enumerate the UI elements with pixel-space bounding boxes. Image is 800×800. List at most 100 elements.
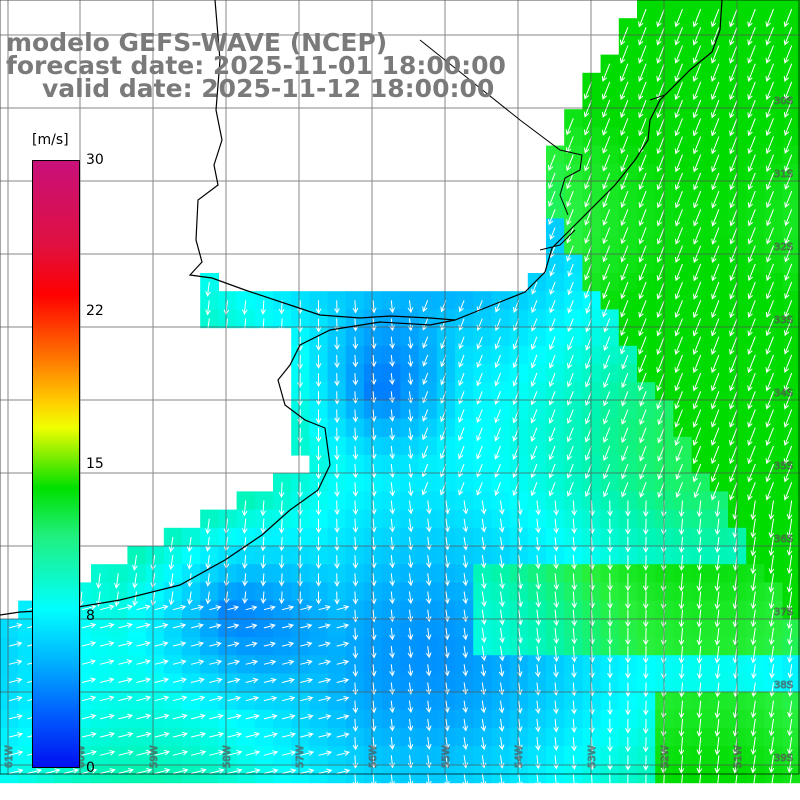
wind-arrow — [517, 591, 523, 608]
wind-arrow — [352, 464, 359, 479]
wind-arrow — [678, 591, 685, 610]
wind-arrow — [549, 281, 556, 295]
wind-arrow — [657, 427, 665, 444]
wind-arrow — [444, 555, 450, 569]
wind-arrow — [118, 731, 134, 738]
wind-arrow — [729, 136, 738, 155]
wind-arrow — [621, 354, 629, 370]
wind-arrow — [714, 737, 721, 756]
wind-arrow — [584, 209, 592, 226]
wind-arrow — [297, 536, 303, 552]
wind-arrow — [535, 773, 541, 788]
wind-arrow — [603, 463, 611, 480]
wind-arrow — [422, 300, 429, 313]
wind-arrow — [494, 372, 501, 387]
wind-arrow — [642, 536, 649, 553]
wind-arrow — [407, 718, 414, 732]
wind-arrow — [656, 27, 665, 46]
wind-arrow — [571, 718, 577, 733]
latitude-label: 39S — [774, 753, 793, 764]
wind-arrow — [783, 336, 793, 355]
wind-arrow — [136, 677, 151, 683]
wind-arrow — [696, 518, 703, 536]
wind-arrow — [787, 737, 793, 755]
wind-arrow — [602, 118, 611, 136]
wind-arrow — [674, 154, 683, 173]
wind-arrow — [8, 750, 24, 756]
wind-arrow — [227, 605, 240, 611]
wind-arrow — [678, 627, 685, 646]
wind-arrow — [620, 281, 629, 300]
wind-arrow — [530, 391, 538, 406]
wind-arrow — [584, 227, 592, 244]
wind-arrow — [132, 555, 138, 571]
wind-arrow — [625, 609, 631, 628]
wind-arrow — [620, 81, 629, 101]
title-valid-date: valid date: 2025-11-12 18:00:00 — [42, 74, 495, 103]
wind-arrow — [566, 409, 574, 425]
wind-arrow — [692, 8, 702, 28]
wind-arrow — [462, 591, 469, 605]
wind-arrow — [297, 354, 303, 370]
wind-arrow — [710, 63, 720, 82]
wind-arrow — [783, 45, 793, 64]
wind-arrow — [784, 190, 793, 208]
wind-arrow — [787, 664, 794, 679]
wind-arrow — [729, 190, 738, 209]
wind-arrow — [603, 372, 611, 388]
wind-arrow — [334, 409, 340, 424]
wind-arrow — [571, 627, 578, 645]
wind-arrow — [607, 591, 613, 609]
wind-arrow — [765, 99, 774, 119]
wind-arrow — [714, 500, 721, 518]
wind-arrow — [584, 281, 592, 299]
wind-arrow — [765, 427, 774, 446]
wind-arrow — [710, 81, 720, 101]
latitude-label: 36S — [774, 534, 793, 545]
wind-arrow — [494, 427, 501, 442]
wind-arrow — [625, 555, 631, 571]
wind-arrow — [458, 409, 465, 423]
wind-arrow — [678, 700, 685, 719]
map-frame — [0, 0, 800, 775]
wind-arrow — [549, 227, 556, 240]
wind-arrow — [750, 773, 757, 792]
wind-arrow — [530, 372, 538, 387]
wind-arrow — [750, 573, 757, 592]
wind-arrow — [765, 118, 774, 137]
wind-arrow — [190, 659, 205, 665]
wind-arrow — [696, 591, 703, 610]
wind-arrow — [553, 555, 559, 570]
wind-arrow — [278, 518, 285, 534]
wind-arrow — [136, 713, 152, 720]
wind-arrow — [783, 445, 793, 465]
wind-arrow — [638, 27, 647, 46]
wind-arrow — [765, 445, 774, 465]
wind-arrow — [458, 482, 465, 496]
wind-arrow — [584, 154, 592, 172]
wind-arrow — [154, 713, 170, 720]
wind-arrow — [389, 482, 396, 497]
wind-arrow — [674, 81, 683, 101]
wind-arrow — [747, 354, 756, 374]
wind-arrow — [638, 281, 647, 300]
wind-arrow — [209, 677, 223, 684]
wind-arrow — [714, 646, 721, 664]
latitude-label: 31S — [774, 169, 793, 180]
wind-arrow — [336, 696, 350, 702]
wind-arrow — [407, 627, 414, 641]
longitude-label: 59W — [149, 745, 160, 768]
wind-arrow — [422, 336, 429, 349]
wind-arrow — [607, 555, 613, 571]
wind-arrow — [458, 300, 465, 313]
wind-arrow — [786, 555, 793, 574]
wind-arrow — [729, 445, 738, 465]
wind-arrow — [205, 591, 212, 605]
wind-arrow — [352, 627, 359, 641]
wind-arrow — [99, 640, 115, 647]
wind-arrow — [642, 591, 649, 610]
wind-arrow — [498, 773, 505, 788]
wind-arrow — [389, 464, 396, 479]
wind-arrow — [352, 482, 359, 497]
wind-arrow — [747, 154, 756, 173]
